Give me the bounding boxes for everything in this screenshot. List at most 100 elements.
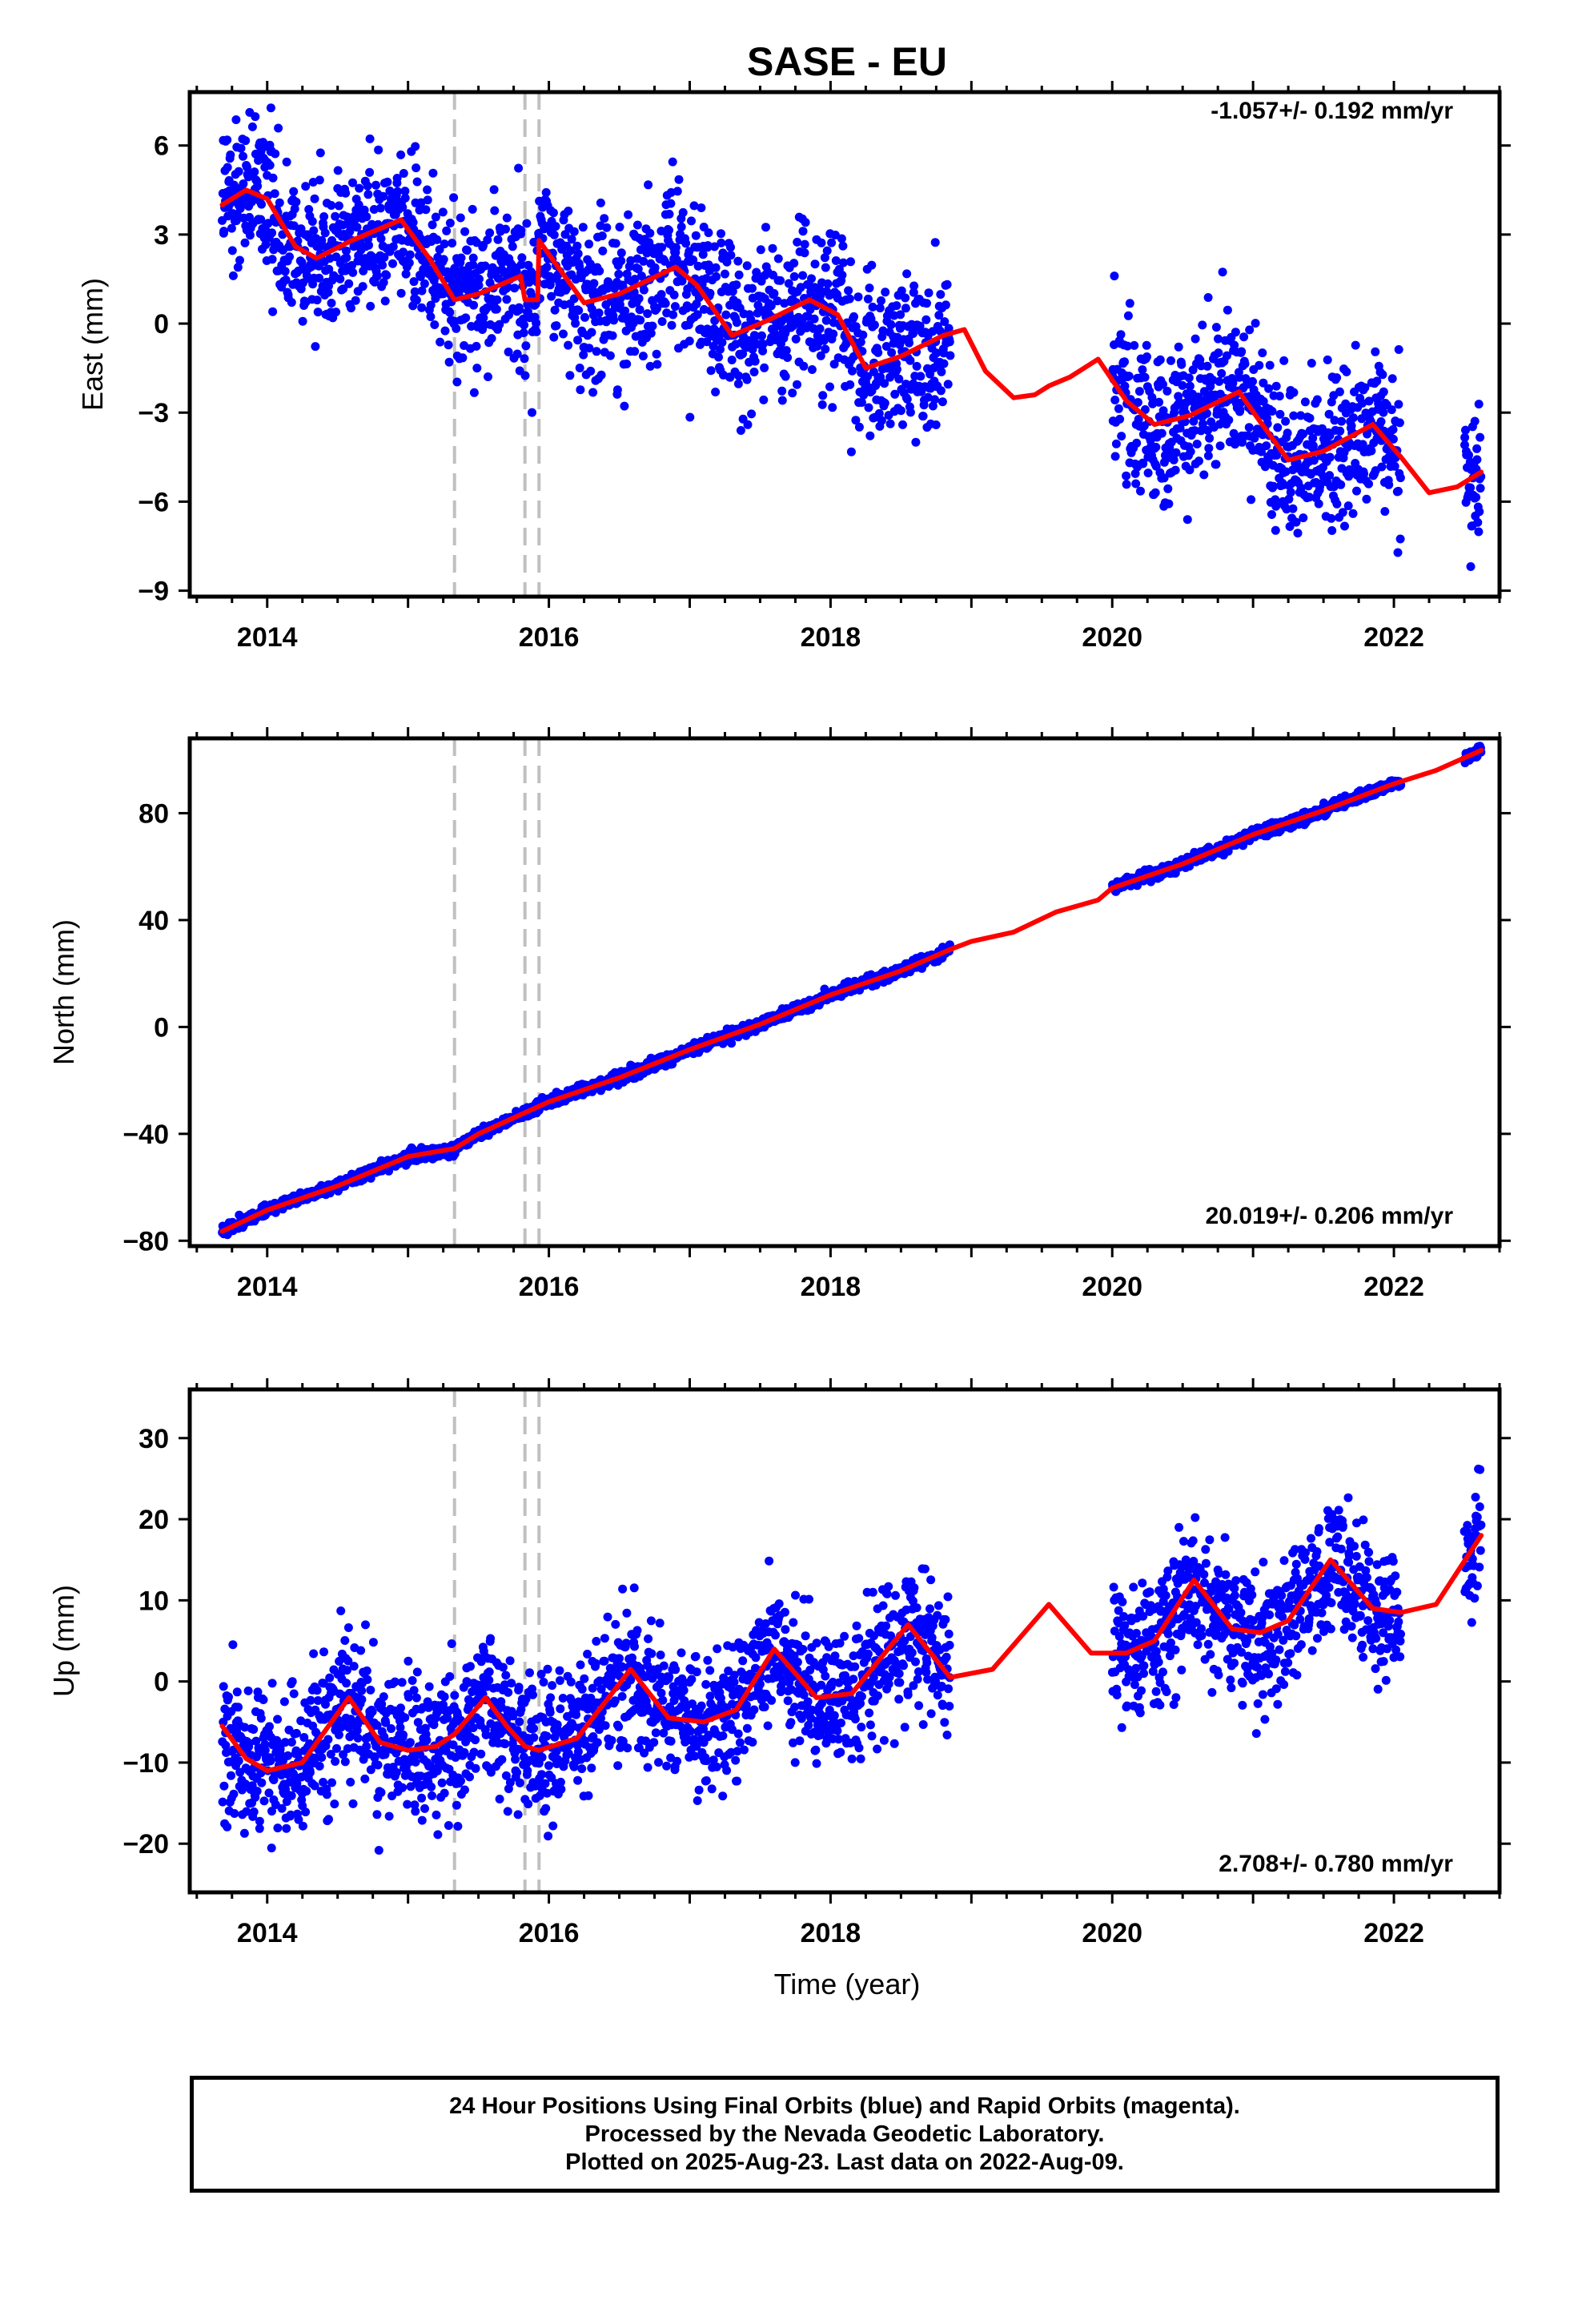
- data-point: [1130, 468, 1140, 478]
- data-point: [1120, 381, 1130, 391]
- data-point: [517, 253, 527, 263]
- data-point: [626, 255, 636, 265]
- data-point: [342, 253, 351, 263]
- data-point: [342, 246, 351, 255]
- data-point: [1476, 484, 1485, 493]
- data-point: [393, 187, 403, 196]
- data-point: [1325, 471, 1335, 480]
- data-point: [383, 177, 392, 187]
- data-point: [921, 315, 931, 324]
- data-point: [439, 255, 448, 264]
- data-point: [1282, 505, 1291, 514]
- data-point: [827, 238, 837, 247]
- x-tick-label: 2018: [801, 622, 861, 653]
- data-point: [716, 344, 725, 354]
- data-point: [693, 310, 702, 320]
- data-point: [756, 245, 765, 255]
- data-point: [223, 135, 232, 145]
- data-point: [859, 390, 869, 400]
- data-point: [1122, 480, 1131, 489]
- data-point: [1231, 328, 1240, 337]
- data-point: [567, 235, 576, 244]
- data-point: [492, 304, 501, 314]
- data-point: [423, 195, 432, 205]
- data-point: [864, 403, 873, 412]
- data-point: [905, 356, 915, 365]
- data-point: [1284, 494, 1294, 504]
- data-point: [750, 356, 760, 366]
- data-point: [1217, 368, 1227, 378]
- data-point: [588, 388, 598, 397]
- data-point: [1271, 381, 1281, 391]
- data-point: [432, 235, 442, 244]
- data-point: [586, 366, 596, 376]
- data-point: [689, 201, 699, 211]
- model-curve-north: [219, 748, 1484, 1234]
- data-point: [331, 252, 341, 262]
- data-point: [1325, 452, 1335, 462]
- data-point: [657, 317, 667, 326]
- data-point: [1466, 483, 1476, 493]
- data-point: [483, 235, 492, 244]
- data-point: [817, 238, 826, 247]
- model-curve-east: [219, 187, 1484, 496]
- data-point: [490, 206, 500, 215]
- data-point: [549, 332, 559, 342]
- data-point: [547, 292, 556, 301]
- data-point: [256, 215, 266, 224]
- data-point: [1281, 416, 1291, 426]
- data-point: [768, 243, 777, 253]
- data-point: [837, 271, 847, 279]
- data-point: [1273, 423, 1283, 432]
- data-points-north: [218, 742, 1486, 1240]
- data-point: [1184, 373, 1194, 383]
- data-point: [822, 246, 832, 255]
- data-point: [773, 254, 783, 263]
- data-point: [532, 318, 541, 328]
- data-point: [877, 296, 885, 305]
- data-point: [705, 288, 715, 298]
- data-point: [493, 235, 503, 244]
- data-point: [1380, 507, 1390, 517]
- data-point: [777, 396, 787, 405]
- data-point: [495, 320, 504, 329]
- data-point: [315, 175, 324, 185]
- data-point: [1223, 351, 1231, 360]
- data-point: [854, 422, 864, 432]
- data-point: [799, 361, 809, 371]
- data-point: [807, 274, 816, 283]
- data-point: [878, 326, 888, 336]
- data-point: [863, 372, 873, 381]
- data-point: [880, 398, 889, 408]
- data-point: [1394, 486, 1403, 496]
- data-point: [721, 269, 729, 279]
- data-point: [809, 324, 818, 333]
- data-point: [749, 368, 759, 376]
- data-point: [669, 290, 679, 300]
- data-point: [671, 243, 681, 252]
- data-point: [233, 263, 243, 272]
- data-point: [781, 372, 790, 381]
- data-point: [1116, 330, 1126, 340]
- data-point: [934, 311, 944, 320]
- data-point: [236, 143, 246, 153]
- data-point: [1338, 508, 1347, 517]
- data-point: [474, 280, 484, 290]
- data-point: [781, 346, 791, 356]
- data-point: [1166, 356, 1175, 365]
- data-point: [472, 364, 482, 373]
- data-point: [875, 304, 885, 313]
- data-point: [251, 112, 260, 122]
- data-point: [430, 320, 440, 329]
- data-point: [1359, 469, 1369, 479]
- data-point: [897, 286, 906, 296]
- data-point: [821, 344, 830, 354]
- data-point: [372, 271, 382, 280]
- data-point: [902, 395, 912, 404]
- data-point: [510, 283, 520, 293]
- data-point: [287, 298, 296, 308]
- data-point: [472, 341, 481, 351]
